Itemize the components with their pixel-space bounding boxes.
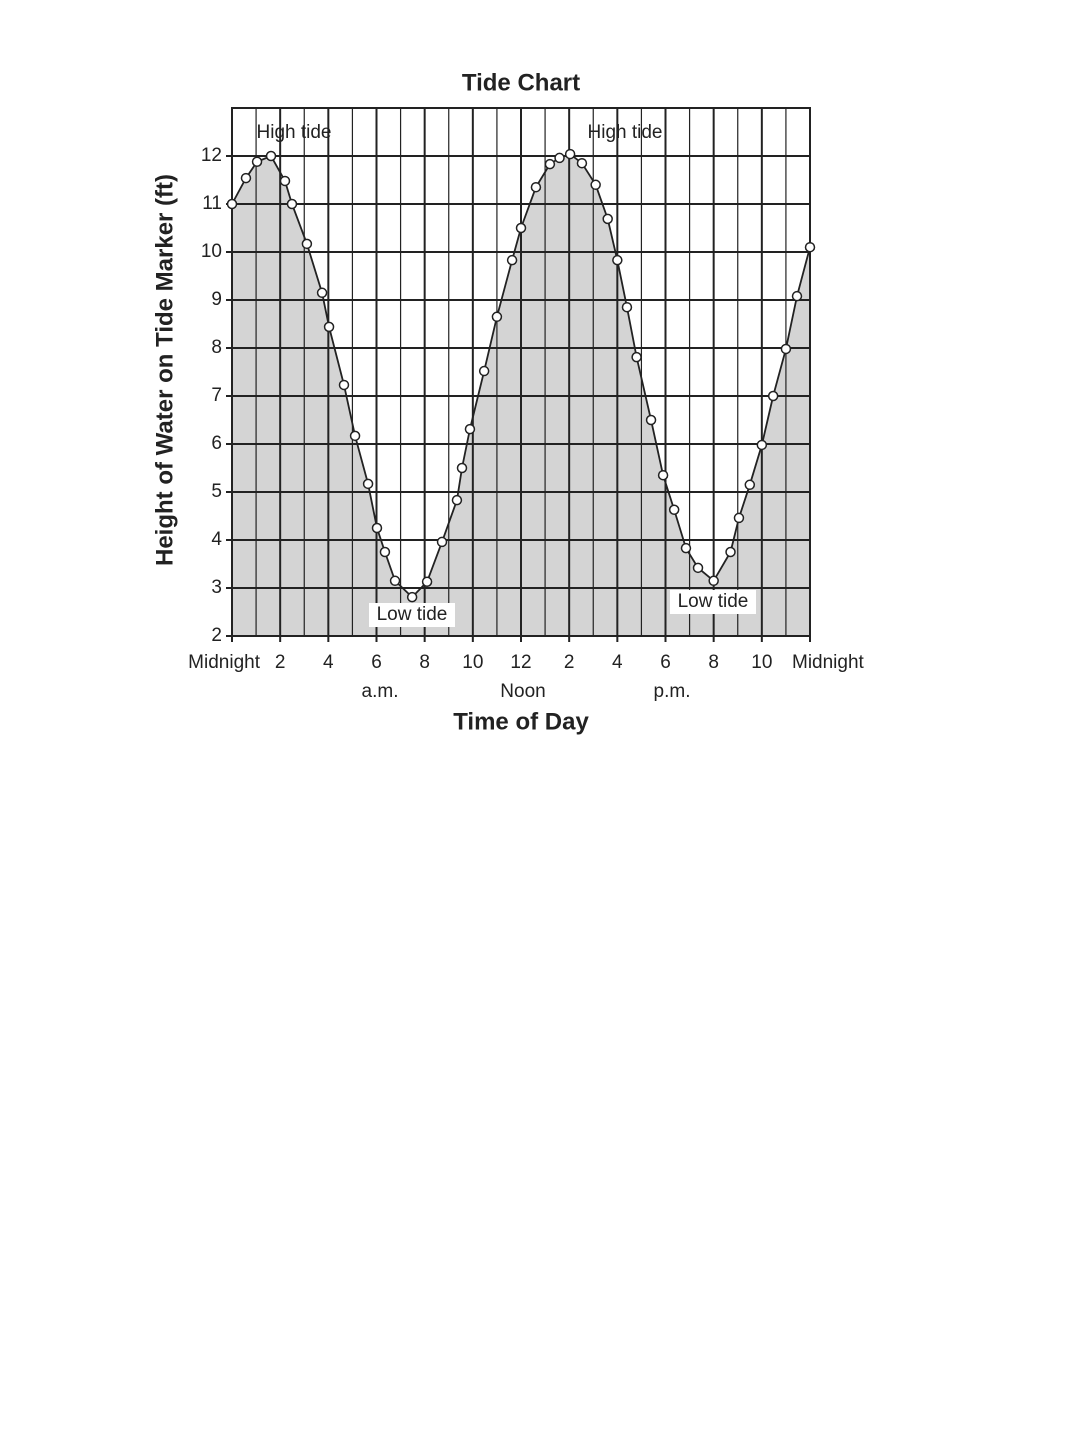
x-tick-label: 6: [660, 652, 671, 673]
x-tick-label: 6: [371, 652, 382, 673]
point: [692, 562, 704, 574]
point: [515, 222, 527, 234]
annotation: High tide: [257, 122, 332, 143]
annotation: High tide: [588, 122, 663, 143]
y-tick-label: 8: [211, 337, 222, 358]
point: [780, 343, 792, 355]
point: [286, 198, 298, 210]
point: [464, 423, 476, 435]
point: [590, 179, 601, 191]
point: [251, 156, 263, 168]
point: [456, 462, 468, 474]
point: [791, 290, 803, 302]
point: [323, 321, 335, 333]
point: [756, 439, 768, 451]
point: [491, 311, 503, 323]
x-tick-label: Midnight: [792, 652, 865, 673]
x-tick-label: 8: [419, 652, 430, 673]
point: [436, 536, 448, 548]
y-tick-label: 10: [201, 241, 222, 262]
point: [576, 157, 588, 169]
point: [338, 379, 350, 391]
point: [478, 365, 490, 377]
point: [554, 152, 565, 164]
point: [680, 542, 692, 554]
point: [279, 175, 291, 187]
x-tick-label: 10: [751, 652, 772, 673]
x-sublabel: Noon: [500, 681, 545, 702]
point: [371, 522, 383, 534]
point: [301, 238, 313, 250]
x-sublabel: a.m.: [362, 681, 399, 702]
point: [226, 198, 238, 210]
x-sublabel: p.m.: [654, 681, 691, 702]
point: [379, 546, 391, 558]
x-tick-label: Midnight: [188, 652, 261, 673]
point: [725, 546, 736, 558]
x-tick-label: 12: [510, 652, 531, 673]
point: [240, 172, 252, 184]
point: [602, 213, 613, 225]
annotation-background: [670, 590, 756, 614]
y-tick-label: 4: [211, 529, 222, 550]
annotation: Low tide: [678, 591, 749, 612]
chart-title: Tide Chart: [462, 69, 580, 96]
y-tick-label: 3: [211, 577, 222, 598]
point: [767, 390, 779, 402]
point: [389, 575, 401, 587]
point: [265, 150, 277, 162]
point: [564, 148, 576, 160]
annotation: Low tide: [377, 604, 448, 625]
annotation-background: [369, 603, 455, 627]
x-tick-label: 4: [323, 652, 334, 673]
point: [349, 430, 361, 442]
point: [657, 469, 669, 481]
y-tick-label: 11: [202, 193, 222, 214]
x-tick-label: 2: [275, 652, 286, 673]
x-tick-label: 10: [462, 652, 483, 673]
y-tick-label: 7: [211, 385, 222, 406]
x-tick-label: 2: [564, 652, 575, 673]
point: [506, 254, 518, 266]
point: [612, 254, 623, 266]
point: [451, 494, 463, 506]
point: [316, 287, 328, 299]
point: [362, 478, 374, 490]
point: [668, 504, 680, 516]
y-tick-label: 6: [211, 433, 222, 454]
point: [645, 414, 657, 426]
point: [530, 181, 542, 193]
point: [406, 591, 418, 603]
x-tick-label: 4: [612, 652, 623, 673]
point: [733, 512, 745, 524]
point: [544, 158, 556, 170]
point: [621, 301, 633, 313]
x-tick-label: 8: [708, 652, 719, 673]
point: [708, 575, 719, 587]
point: [804, 241, 816, 253]
point: [631, 351, 642, 363]
x-axis-title: Time of Day: [453, 708, 589, 735]
y-tick-label: 9: [211, 289, 222, 310]
y-tick-label: 2: [211, 625, 222, 646]
point: [744, 479, 756, 491]
y-tick-label: 5: [211, 481, 222, 502]
y-axis-title: Height of Water on Tide Marker (ft): [151, 174, 178, 566]
point: [421, 576, 433, 588]
y-tick-label: 12: [201, 145, 222, 166]
